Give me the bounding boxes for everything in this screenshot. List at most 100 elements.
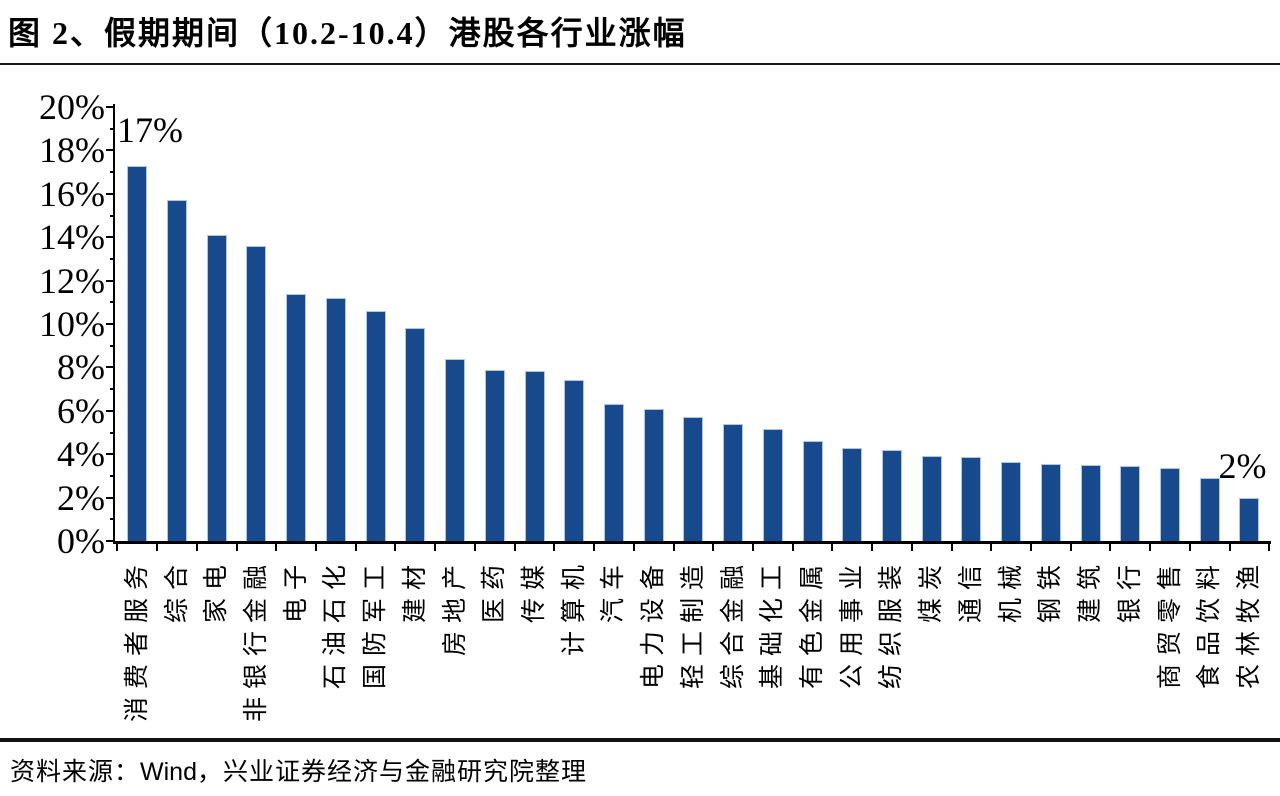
x-axis-tick (553, 544, 556, 551)
y-axis-minor-tick (110, 431, 115, 434)
y-axis-label: 4% (57, 434, 105, 475)
x-axis-tick (910, 544, 913, 551)
x-axis-tick (1228, 544, 1231, 551)
category-label: 银行 (1116, 557, 1144, 624)
y-axis-label: 18% (39, 130, 105, 171)
bar (961, 457, 982, 541)
x-axis-tick (831, 544, 834, 551)
x-axis-tick (871, 544, 874, 551)
category-label: 综合 (163, 557, 191, 624)
bar (405, 328, 426, 541)
x-axis-line (113, 541, 1271, 544)
x-axis-tick (1030, 544, 1032, 551)
x-axis-tick (1268, 544, 1271, 551)
bar (723, 423, 744, 541)
bar (1160, 468, 1181, 541)
x-axis-tick (473, 544, 476, 551)
figure-title: 图 2、假期期间（10.2-10.4）港股各行业涨幅 (8, 15, 687, 51)
bar (286, 293, 307, 541)
x-axis-tick (1069, 544, 1072, 551)
bar (921, 456, 942, 541)
category-label: 汽车 (600, 557, 628, 624)
y-axis-major-tick (106, 106, 115, 108)
bar (445, 358, 466, 541)
category-label: 家电 (203, 557, 231, 624)
y-axis-minor-tick (110, 127, 115, 130)
y-axis-minor-tick (110, 301, 115, 304)
footer-divider (0, 738, 1280, 742)
x-axis-tick (672, 544, 675, 551)
y-axis-label: 20% (39, 87, 105, 127)
bar (1199, 478, 1220, 541)
x-axis-tick (1149, 544, 1152, 551)
title-divider (0, 63, 1280, 65)
category-label: 综合金融 (719, 557, 747, 690)
y-axis-major-tick (106, 453, 115, 456)
x-axis-tick (434, 544, 437, 551)
bar (683, 417, 704, 541)
category-label: 建材 (401, 557, 429, 624)
x-axis-tick (315, 544, 318, 551)
category-label: 农林牧渔 (1235, 557, 1263, 690)
source-prefix: 资料来源： (10, 759, 141, 786)
y-axis-label: 16% (39, 173, 105, 214)
x-axis-tick (791, 544, 794, 551)
category-label: 传媒 (521, 557, 548, 624)
bar (802, 441, 823, 541)
x-axis-tick (950, 544, 953, 551)
y-axis-label: 12% (39, 260, 105, 301)
y-axis-major-tick (106, 366, 115, 369)
category-label: 非银行金融 (242, 557, 270, 723)
bar-value-label: 17% (117, 109, 183, 150)
y-axis-major-tick (106, 323, 115, 325)
bar (365, 310, 386, 541)
x-axis-tick (156, 544, 159, 551)
x-axis-tick (751, 544, 754, 551)
source-wind: Wind (140, 758, 197, 786)
bar (325, 297, 346, 541)
category-label: 通信 (957, 557, 985, 624)
y-axis-major-tick (106, 236, 115, 239)
x-axis-tick (1109, 544, 1112, 551)
y-axis-label: 0% (57, 521, 105, 561)
y-axis-major-tick (106, 149, 115, 152)
bar (1001, 461, 1022, 541)
bar (206, 235, 227, 541)
x-axis-tick (235, 544, 238, 551)
y-axis-minor-tick (110, 214, 115, 217)
bar (643, 408, 664, 541)
x-axis-tick (394, 544, 397, 551)
bar (524, 370, 545, 541)
bar (484, 369, 505, 541)
source-line: 资料来源：Wind，兴业证券经济与金融研究院整理 (10, 752, 587, 788)
x-axis-tick (990, 544, 993, 551)
y-axis-major-tick (106, 540, 115, 542)
category-label: 轻工制造 (679, 557, 707, 690)
y-axis-label: 10% (39, 304, 105, 344)
bar (1120, 466, 1141, 541)
bar (246, 245, 267, 541)
x-axis-tick (195, 544, 198, 551)
category-label: 电力设备 (640, 557, 668, 690)
category-label: 医药 (481, 557, 509, 624)
x-axis-tick (116, 544, 119, 551)
y-axis-label: 14% (39, 217, 105, 258)
category-label: 消费者服务 (123, 557, 151, 723)
category-label: 食品饮料 (1196, 557, 1224, 690)
bar-value-label: 2% (1218, 445, 1267, 486)
category-label: 纺织服装 (878, 557, 906, 690)
category-label: 石油石化 (322, 557, 350, 690)
y-axis-minor-tick (110, 257, 115, 260)
category-label: 国防军工 (362, 557, 390, 690)
y-axis-major-tick (106, 409, 115, 412)
y-axis-label: 6% (57, 390, 105, 431)
bar (1040, 463, 1061, 541)
y-axis-minor-tick (110, 388, 115, 391)
category-label: 建筑 (1077, 557, 1105, 624)
bar-chart: 0% 2% 4% 6% 8% 10% 12% 14% 16% 18% 20% 消费者服务 综合 家电 非银行… (39, 87, 1271, 723)
category-label: 机械 (997, 557, 1025, 624)
x-axis-tick (593, 544, 596, 551)
x-axis-tick (632, 544, 635, 551)
bar (127, 165, 148, 541)
